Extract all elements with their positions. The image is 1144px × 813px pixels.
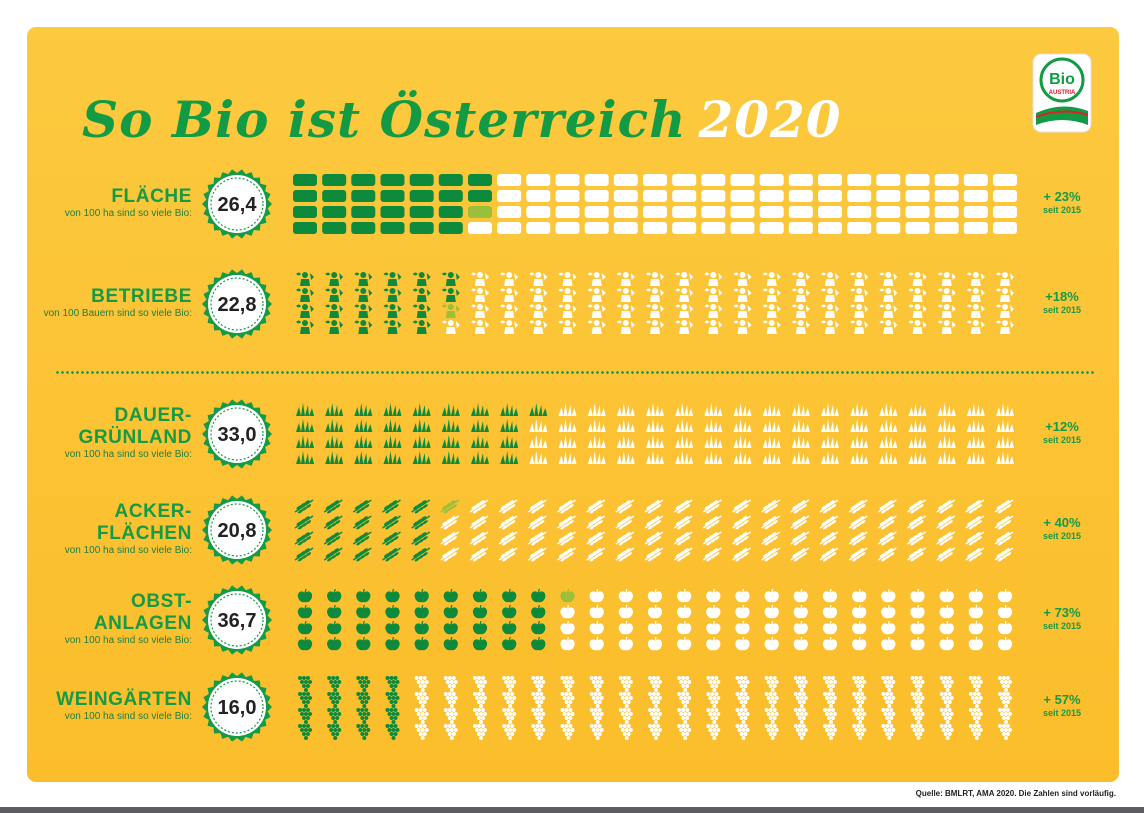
change-flaeche: + 23% seit 2015	[1028, 189, 1096, 216]
row-label-obstanlagen: OBST- ANLAGEN von 100 ha sind so viele Bio…	[40, 591, 192, 647]
change-obstanlagen: + 73% seit 2015	[1028, 605, 1096, 632]
change-betriebe: +18% seit 2015	[1028, 289, 1096, 316]
value-seal-dauergruenland: 33,0	[202, 399, 272, 469]
value-seal-flaeche: 26,4	[202, 169, 272, 239]
seal-value: 33,0	[218, 424, 257, 446]
row-title-line: OBST-	[130, 591, 192, 612]
seal-value: 22,8	[218, 294, 257, 316]
row-title-line: FLÄCHE	[111, 186, 192, 207]
seal-value: 20,8	[218, 520, 257, 542]
source-note: Quelle: BMLRT, AMA 2020. Die Zahlen sind…	[915, 789, 1116, 798]
seal-value: 26,4	[218, 194, 258, 216]
change-since: seit 2015	[1042, 435, 1082, 445]
change-since: seit 2015	[1042, 305, 1082, 315]
row-label-ackerflaechen: ACKER- FLÄCHEN von 100 ha sind so viele Bi…	[40, 501, 192, 557]
row-title-line: GRÜNLAND	[78, 427, 192, 448]
value-seal-obstanlagen: 36,7	[202, 585, 272, 655]
row-title-line: FLÄCHEN	[97, 523, 192, 544]
logo-sub: AUSTRIA	[1049, 90, 1076, 96]
row-label-weingaerten: WEINGÄRTEN von 100 ha sind so viele Bio:	[40, 689, 192, 723]
seal-value: 16,0	[218, 697, 257, 719]
change-ackerflaechen: + 40% seit 2015	[1028, 515, 1096, 542]
value-seal-betriebe: 22,8	[202, 269, 272, 339]
row-sublabel: von 100 ha sind so viele Bio:	[64, 208, 192, 219]
row-label-flaeche: FLÄCHE von 100 ha sind so viele Bio:	[40, 186, 192, 220]
row-sublabel: von 100 Bauern sind so viele Bio:	[43, 308, 192, 319]
section-divider	[55, 371, 1095, 374]
value-seal-weingaerten: 16,0	[202, 672, 272, 742]
change-since: seit 2015	[1042, 708, 1082, 718]
change-percent: +18%	[1045, 289, 1079, 304]
change-percent: + 57%	[1043, 692, 1081, 707]
change-percent: +12%	[1045, 419, 1079, 434]
change-percent: + 73%	[1043, 605, 1081, 620]
title-year: 2020	[698, 90, 842, 149]
row-title-line: DAUER-	[114, 405, 192, 426]
row-title-line: ACKER-	[114, 501, 192, 522]
change-since: seit 2015	[1042, 531, 1082, 541]
change-since: seit 2015	[1042, 205, 1082, 215]
row-label-dauergruenland: DAUER- GRÜNLAND von 100 ha sind so viele B…	[40, 405, 192, 461]
row-sublabel: von 100 ha sind so viele Bio:	[64, 449, 192, 460]
row-title-line: ANLAGEN	[93, 613, 192, 634]
change-since: seit 2015	[1042, 621, 1082, 631]
value-seal-ackerflaechen: 20,8	[202, 495, 272, 565]
page-title: So Bio ist Österreich 2020	[82, 85, 842, 155]
row-title-line: WEINGÄRTEN	[56, 689, 192, 710]
change-weingaerten: + 57% seit 2015	[1028, 692, 1096, 719]
bio-austria-logo: Bio AUSTRIA	[1032, 53, 1092, 133]
change-percent: + 23%	[1043, 189, 1081, 204]
row-title-line: BETRIEBE	[91, 286, 192, 307]
row-label-betriebe: BETRIEBE von 100 Bauern sind so viele Bio…	[40, 286, 192, 320]
row-sublabel: von 100 ha sind so viele Bio:	[64, 545, 192, 556]
footer-bar	[0, 807, 1144, 813]
row-sublabel: von 100 ha sind so viele Bio:	[64, 711, 192, 722]
logo-brand: Bio	[1049, 71, 1075, 88]
change-percent: + 40%	[1043, 515, 1081, 530]
seal-value: 36,7	[218, 610, 257, 632]
title-main: So Bio ist Österreich	[82, 90, 687, 149]
row-sublabel: von 100 ha sind so viele Bio:	[64, 635, 192, 646]
change-dauergruenland: +12% seit 2015	[1028, 419, 1096, 446]
